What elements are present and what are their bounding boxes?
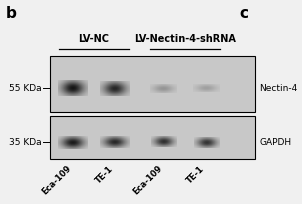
Bar	[50, 56, 255, 112]
Bar	[50, 56, 255, 112]
Text: 55 KDa: 55 KDa	[9, 84, 41, 93]
Text: Eca-109: Eca-109	[40, 164, 72, 197]
Text: Eca-109: Eca-109	[131, 164, 164, 197]
Text: Nectin-4: Nectin-4	[259, 84, 297, 93]
Text: TE-1: TE-1	[94, 164, 115, 185]
Text: LV-Nectin-4-shRNA: LV-Nectin-4-shRNA	[134, 34, 236, 44]
Text: LV-NC: LV-NC	[79, 34, 110, 44]
Text: c: c	[239, 6, 248, 21]
Bar	[50, 116, 255, 159]
Text: TE-1: TE-1	[185, 164, 207, 185]
Text: GAPDH: GAPDH	[259, 138, 291, 147]
Text: b: b	[6, 6, 17, 21]
Bar	[50, 116, 255, 159]
Text: 35 KDa: 35 KDa	[9, 138, 41, 147]
